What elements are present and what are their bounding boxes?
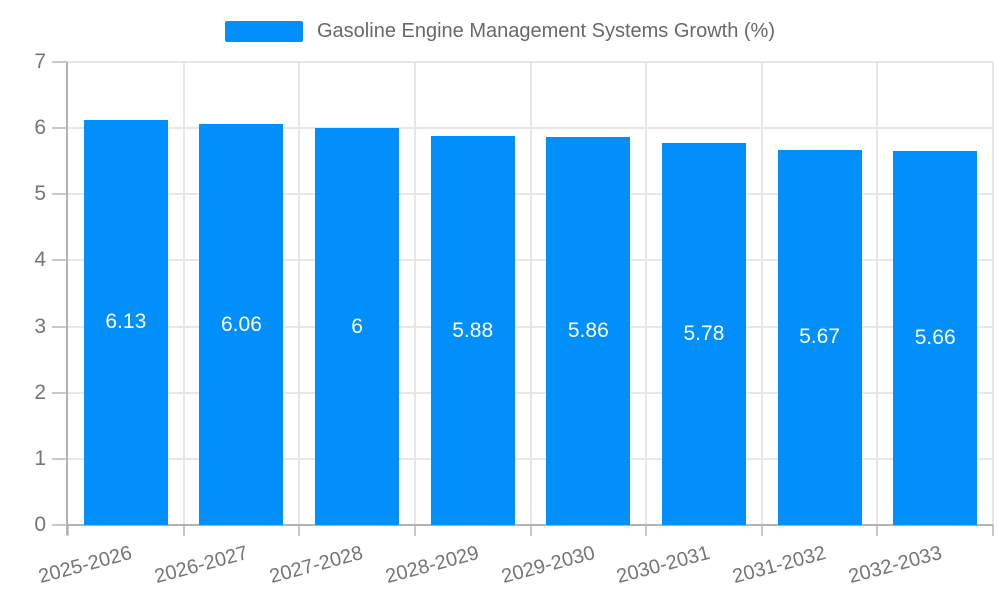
x-axis-label: 2031-2032 (730, 542, 829, 589)
x-axis-tick (876, 525, 879, 536)
x-axis-label: 2025-2026 (36, 542, 135, 589)
gridline-vertical (182, 62, 185, 525)
gridline-vertical (298, 62, 301, 525)
bar[interactable] (199, 124, 284, 525)
y-axis-tick (52, 259, 68, 262)
x-axis-label: 2026-2027 (152, 542, 251, 589)
y-axis-label: 3 (34, 314, 46, 338)
y-axis-tick (52, 457, 68, 460)
gridline-vertical (992, 62, 994, 525)
bar-value-label: 5.66 (914, 325, 956, 349)
y-axis-label: 5 (34, 182, 46, 206)
y-axis-line (66, 62, 68, 535)
bar[interactable] (893, 150, 978, 525)
x-axis-tick (67, 525, 69, 536)
bar[interactable] (777, 149, 862, 525)
x-axis-label: 2027-2028 (267, 542, 366, 589)
y-axis-tick (52, 391, 68, 394)
y-axis-label: 4 (34, 248, 46, 272)
bar[interactable] (661, 142, 746, 525)
x-axis-tick (760, 525, 763, 536)
x-axis-label: 2030-2031 (614, 542, 713, 589)
bar-value-label: 6.06 (221, 312, 262, 336)
legend-swatch (225, 21, 303, 42)
bar-value-label: 5.86 (567, 319, 609, 343)
y-axis-tick (52, 61, 68, 63)
y-axis-tick (52, 127, 68, 130)
bar-value-label: 5.78 (683, 321, 725, 345)
y-axis-label: 6 (34, 116, 46, 140)
x-axis-tick (529, 525, 532, 536)
bar[interactable] (430, 136, 515, 525)
y-axis-label: 1 (34, 446, 46, 470)
x-axis-tick (645, 525, 648, 536)
x-axis-label: 2029-2030 (498, 542, 598, 589)
x-axis-tick (298, 525, 301, 536)
x-axis-tick (992, 525, 994, 536)
y-axis-tick (52, 524, 68, 526)
legend[interactable]: Gasoline Engine Management Systems Growt… (0, 20, 1000, 43)
bar[interactable] (315, 128, 400, 525)
gridline-vertical (529, 62, 532, 525)
bar-value-label: 5.88 (452, 318, 494, 342)
bar[interactable] (83, 119, 168, 525)
gridline-vertical (760, 62, 763, 525)
bar-value-label: 6.13 (105, 310, 147, 334)
y-axis-label: 0 (34, 513, 46, 536)
y-axis-label: 2 (34, 380, 46, 404)
legend-label: Gasoline Engine Management Systems Growt… (317, 20, 775, 42)
bar-value-label: 5.67 (799, 325, 840, 349)
x-axis-tick (182, 525, 185, 536)
bar[interactable] (546, 137, 631, 525)
x-axis-label: 2028-2029 (383, 542, 482, 589)
x-axis-label: 2032-2033 (845, 542, 944, 589)
gridline-vertical (413, 62, 416, 525)
gridline-vertical (876, 62, 879, 525)
gridline-vertical (645, 62, 648, 525)
x-axis-line (68, 524, 993, 526)
y-axis-tick (52, 325, 68, 328)
bar-value-label: 6 (351, 314, 363, 338)
y-axis-tick (52, 193, 68, 196)
x-axis-tick (413, 525, 416, 536)
y-axis-label: 7 (34, 50, 46, 73)
